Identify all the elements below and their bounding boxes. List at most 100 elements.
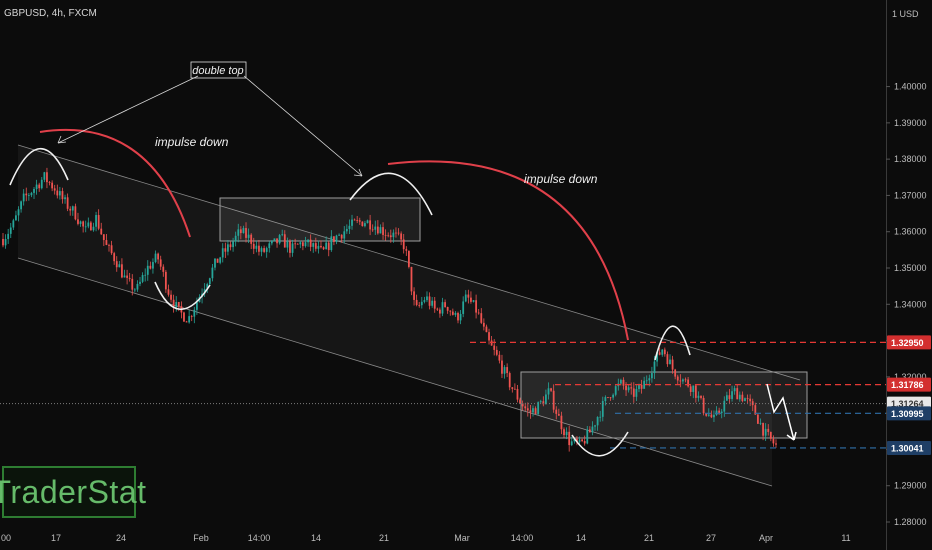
consolidation-box-feb [219, 197, 421, 242]
candle-body [454, 312, 457, 315]
impulse-arc-1 [39, 128, 191, 238]
candle-body [749, 398, 752, 402]
candle-body [286, 241, 289, 248]
candle-body [214, 258, 216, 268]
double-top-arrow-left [57, 75, 199, 144]
candle-body [374, 226, 377, 230]
candle-body [102, 234, 105, 241]
candle-body [682, 379, 684, 382]
candle-body [545, 394, 547, 405]
candle-body [493, 345, 496, 350]
y-tick-label: 1.39000 [894, 118, 927, 128]
y-tick-label: 1.38000 [894, 154, 927, 164]
y-unit-label: 1 USD [892, 9, 919, 19]
candle-body [89, 222, 92, 231]
candle-body [599, 416, 602, 418]
y-tick-label: 1.29000 [894, 481, 927, 491]
candle-body [400, 233, 403, 240]
candle-body [635, 388, 638, 397]
candle-body [27, 195, 30, 196]
candle-body [229, 244, 232, 248]
x-tick-label: 14:00 [248, 533, 271, 543]
x-tick-label: 00 [1, 533, 11, 543]
candle-body [144, 274, 147, 276]
candle-body [656, 352, 658, 362]
candle-body [663, 349, 666, 355]
candle-body [614, 386, 617, 395]
bottom-arc-2 [571, 431, 629, 457]
candle-body [550, 388, 552, 391]
candle-body [433, 300, 436, 309]
candle-body [676, 376, 679, 381]
candle-body [718, 410, 721, 414]
candle-body [415, 299, 418, 305]
candle-body [630, 387, 633, 389]
candle-body [221, 248, 224, 258]
candle-body [330, 236, 333, 251]
candle-body [183, 312, 185, 322]
candle-body [511, 387, 514, 389]
candle-body [260, 248, 263, 252]
candle-body [449, 310, 452, 312]
candle-body [622, 379, 625, 386]
channel-lower-line [17, 257, 773, 487]
candle-body [439, 309, 441, 314]
candle-body [382, 227, 384, 235]
candle-body [643, 380, 646, 389]
candle-body [170, 294, 172, 300]
candle-body [159, 259, 162, 267]
candle-body [736, 388, 739, 400]
candle-body [345, 228, 348, 232]
candle-body [619, 379, 622, 384]
candle-body [601, 401, 604, 417]
candle-body [258, 245, 260, 252]
candle-body [250, 234, 253, 244]
candle-body [56, 190, 59, 196]
candle-body [61, 191, 64, 200]
candle-body [612, 394, 615, 398]
candle-body [426, 296, 428, 301]
impulse-arc-2 [387, 160, 629, 341]
candle-body [573, 438, 576, 442]
candle-body [436, 308, 439, 310]
candle-body [503, 367, 506, 374]
candle-body [754, 405, 757, 415]
x-tick-label: 21 [644, 533, 654, 543]
candle-body [265, 248, 268, 252]
candle-body [371, 229, 374, 231]
candle-body [568, 431, 571, 446]
candle-body [100, 228, 103, 235]
candle-body [232, 241, 234, 248]
candle-body [69, 208, 72, 211]
candle-body [2, 238, 4, 246]
candle-body [128, 277, 131, 279]
candle-body [211, 267, 214, 279]
candle-body [555, 409, 558, 414]
candle-body [513, 388, 516, 390]
candle-body [658, 352, 661, 355]
symbol-label: GBPUSD, 4h, FXCM [4, 8, 97, 19]
top-arc-2 [349, 172, 433, 216]
candle-body [351, 219, 353, 226]
candle-body [428, 296, 431, 306]
x-tick-label: 21 [379, 533, 389, 543]
candle-body [418, 304, 421, 306]
candle-body [638, 384, 640, 389]
candle-body [95, 215, 97, 227]
candle-body [4, 239, 7, 246]
candle-body [216, 258, 219, 263]
candle-body [542, 401, 545, 405]
candle-body [537, 402, 540, 414]
impulse-down-label-1: impulse down [155, 135, 229, 149]
x-tick-label: 27 [706, 533, 716, 543]
price-level-label: 1.31264 [891, 399, 924, 409]
candle-body [578, 439, 581, 443]
candle-body [335, 235, 338, 243]
x-tick-label: Apr [759, 533, 773, 543]
candle-body [563, 429, 565, 436]
candle-body [547, 388, 550, 395]
candle-body [552, 390, 555, 410]
candle-body [46, 172, 48, 183]
